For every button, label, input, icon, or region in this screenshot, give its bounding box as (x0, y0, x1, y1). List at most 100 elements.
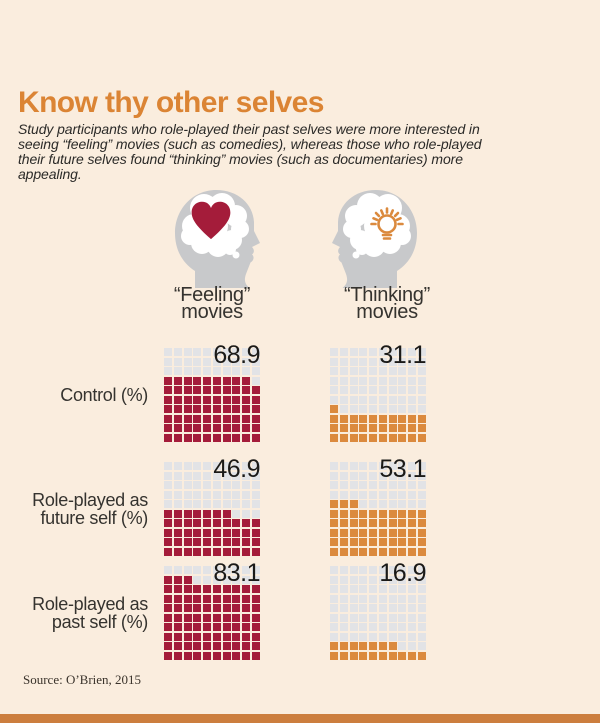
waffle-cell (359, 538, 368, 547)
waffle-cell (369, 642, 378, 651)
waffle-cell (212, 424, 221, 433)
waffle-cell (251, 613, 260, 622)
waffle-cell (164, 414, 173, 423)
waffle-cell (378, 509, 387, 518)
waffle-cell (203, 405, 212, 414)
row-label-future-self: Role-played as future self (%) (0, 462, 148, 556)
waffle-cell (369, 548, 378, 556)
chart-subtitle: Study participants who role-played their… (18, 121, 482, 182)
waffle-cell (212, 613, 221, 622)
waffle-cell (232, 490, 241, 499)
waffle-cell (193, 594, 202, 603)
row-label-line: Role-played as (32, 490, 148, 510)
waffle-cell (193, 386, 202, 395)
waffle-cell (408, 652, 417, 660)
waffle-cell (212, 642, 221, 651)
waffle-cell (339, 519, 348, 528)
waffle-cell (242, 395, 251, 404)
waffle-cell (398, 386, 407, 395)
waffle-cell (388, 424, 397, 433)
value-label-feeling-control: 68.9 (213, 341, 260, 369)
waffle-cell (408, 604, 417, 613)
waffle-cell (251, 348, 260, 356)
waffle-cell (232, 509, 241, 518)
waffle-cell (251, 575, 260, 584)
waffle-cell (242, 481, 251, 490)
waffle-cell (378, 481, 387, 490)
waffle-cell (212, 652, 221, 660)
waffle-cell (203, 376, 212, 385)
waffle-cell (173, 481, 182, 490)
waffle-cell (349, 471, 358, 480)
waffle-cell (193, 367, 202, 376)
waffle-cell (232, 575, 241, 584)
waffle-cell (339, 376, 348, 385)
waffle-cell (359, 434, 368, 442)
waffle-cell (222, 481, 231, 490)
waffle-chart-thinking-future (330, 462, 426, 556)
waffle-cell (251, 652, 260, 660)
waffle-cell (408, 500, 417, 509)
waffle-cell (173, 642, 182, 651)
waffle-cell (212, 528, 221, 537)
waffle-cell (173, 594, 182, 603)
waffle-cell (339, 652, 348, 660)
waffle-cell (251, 594, 260, 603)
waffle-cell (232, 386, 241, 395)
waffle-cell (251, 509, 260, 518)
waffle-cell (417, 642, 426, 651)
waffle-cell (193, 623, 202, 632)
waffle-cell (359, 367, 368, 376)
waffle-cell (232, 613, 241, 622)
waffle-cell (330, 652, 339, 660)
waffle-cell (408, 632, 417, 641)
waffle-cell (398, 642, 407, 651)
waffle-cell (417, 632, 426, 641)
waffle-cell (183, 566, 192, 574)
waffle-cell (222, 424, 231, 433)
waffle-cell (378, 386, 387, 395)
waffle-cell (339, 528, 348, 537)
waffle-cell (183, 528, 192, 537)
waffle-cell (222, 652, 231, 660)
waffle-cell (349, 519, 358, 528)
waffle-cell (388, 519, 397, 528)
row-label-past-self: Role-played as past self (%) (0, 566, 148, 660)
waffle-cell (251, 395, 260, 404)
waffle-cell (183, 395, 192, 404)
waffle-cell (359, 623, 368, 632)
waffle-cell (173, 623, 182, 632)
waffle-cell (408, 424, 417, 433)
waffle-cell (330, 386, 339, 395)
waffle-cell (212, 594, 221, 603)
waffle-cell (369, 424, 378, 433)
waffle-cell (164, 519, 173, 528)
waffle-cell (173, 538, 182, 547)
waffle-cell (417, 424, 426, 433)
waffle-cell (222, 348, 231, 356)
waffle-cell (359, 585, 368, 594)
row-label-line: past self (%) (51, 612, 148, 632)
waffle-cell (398, 357, 407, 366)
waffle-cell (203, 652, 212, 660)
waffle-cell (378, 462, 387, 470)
waffle-cell (232, 471, 241, 480)
waffle-cell (388, 386, 397, 395)
waffle-cell (242, 348, 251, 356)
waffle-cell (242, 500, 251, 509)
waffle-cell (164, 632, 173, 641)
waffle-cell (378, 548, 387, 556)
waffle-cell (349, 566, 358, 574)
waffle-cell (232, 538, 241, 547)
waffle-cell (232, 367, 241, 376)
waffle-cell (408, 471, 417, 480)
waffle-cell (369, 509, 378, 518)
waffle-cell (173, 566, 182, 574)
waffle-cell (164, 509, 173, 518)
waffle-cell (183, 623, 192, 632)
waffle-cell (339, 604, 348, 613)
chart-row-past-self: Role-played as past self (%) 83.1 16.9 (0, 561, 600, 660)
waffle-cell (388, 566, 397, 574)
waffle-cell (164, 348, 173, 356)
waffle-cell (222, 509, 231, 518)
